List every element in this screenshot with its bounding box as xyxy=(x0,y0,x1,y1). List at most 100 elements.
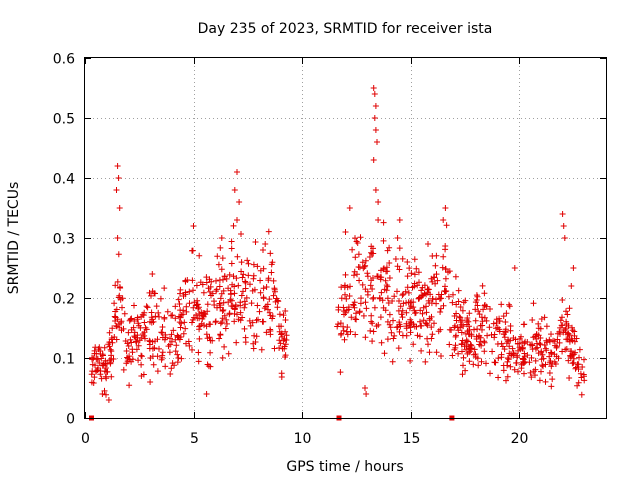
data-point xyxy=(519,345,525,352)
data-point xyxy=(416,279,422,286)
data-point xyxy=(452,273,459,280)
data-point xyxy=(274,304,281,311)
data-point xyxy=(453,310,460,317)
data-point xyxy=(567,352,573,359)
data-point xyxy=(544,339,551,346)
data-point xyxy=(344,324,351,331)
x-tick-label: 0 xyxy=(81,431,90,447)
data-point xyxy=(442,283,448,290)
data-point xyxy=(149,353,156,360)
data-point xyxy=(386,244,393,251)
y-tick-label: 0.2 xyxy=(53,292,75,308)
data-point xyxy=(429,278,436,285)
data-point xyxy=(112,282,119,289)
data-point xyxy=(548,383,555,390)
data-point xyxy=(209,337,216,344)
data-point xyxy=(385,300,392,306)
data-point xyxy=(375,217,382,223)
data-point xyxy=(269,315,276,322)
data-point xyxy=(396,266,403,273)
data-point xyxy=(563,318,570,325)
data-point xyxy=(413,265,420,272)
data-point xyxy=(418,293,425,300)
data-point xyxy=(189,277,196,284)
data-point xyxy=(105,397,112,403)
data-point xyxy=(410,341,417,348)
data-point xyxy=(223,316,230,323)
data-point xyxy=(108,373,115,380)
data-point xyxy=(362,299,369,306)
data-point xyxy=(234,169,240,175)
data-point xyxy=(370,275,376,281)
data-point xyxy=(428,335,435,342)
data-point xyxy=(276,323,282,330)
data-point xyxy=(207,363,214,370)
data-point xyxy=(459,307,466,314)
data-point xyxy=(495,355,502,362)
data-point xyxy=(536,377,543,384)
data-point xyxy=(384,295,391,302)
data-point xyxy=(509,345,516,352)
data-point xyxy=(458,329,465,336)
data-point xyxy=(217,332,224,338)
data-point xyxy=(109,339,116,346)
data-point xyxy=(538,368,544,375)
data-point xyxy=(460,323,467,330)
data-point xyxy=(459,371,466,378)
data-point xyxy=(395,345,402,352)
data-point xyxy=(577,370,584,377)
data-point xyxy=(487,306,493,312)
data-point xyxy=(351,268,358,275)
data-point xyxy=(181,319,188,326)
data-point xyxy=(89,361,96,368)
data-point xyxy=(238,268,245,275)
data-point xyxy=(408,299,415,306)
data-point xyxy=(101,387,108,394)
data-point xyxy=(214,253,221,260)
data-point xyxy=(514,354,520,361)
data-point xyxy=(382,307,389,314)
data-point xyxy=(265,277,272,284)
data-point xyxy=(115,175,122,181)
data-point xyxy=(362,385,368,391)
data-point xyxy=(264,301,271,308)
data-point xyxy=(464,350,471,357)
data-point xyxy=(340,327,347,334)
data-point xyxy=(213,277,219,284)
data-point xyxy=(487,370,493,377)
data-point xyxy=(370,295,376,302)
data-point xyxy=(556,339,563,346)
data-point xyxy=(245,272,252,279)
data-point xyxy=(460,362,466,369)
data-point xyxy=(374,139,380,145)
data-point xyxy=(539,362,546,369)
data-point xyxy=(364,291,371,298)
data-point xyxy=(128,326,135,333)
data-point xyxy=(369,286,376,292)
data-point xyxy=(167,371,174,377)
data-point xyxy=(258,346,265,353)
data-point xyxy=(506,343,513,350)
data-point xyxy=(415,269,422,276)
data-point xyxy=(252,339,259,345)
data-point xyxy=(554,336,561,343)
data-point xyxy=(114,163,121,169)
data-point xyxy=(276,328,283,335)
data-point xyxy=(421,282,428,289)
data-point xyxy=(404,284,411,291)
data-point xyxy=(426,317,433,324)
x-tick-label: 20 xyxy=(511,431,529,447)
data-point xyxy=(367,327,374,334)
data-point xyxy=(399,255,406,262)
data-point xyxy=(351,272,357,279)
data-point xyxy=(219,308,226,314)
y-axis-label: SRMTID / TECUs xyxy=(6,182,22,295)
data-point xyxy=(407,324,414,331)
data-point xyxy=(489,348,496,355)
data-point xyxy=(417,318,423,325)
data-point xyxy=(237,299,244,306)
y-tick-label: 0.3 xyxy=(53,232,75,248)
data-point xyxy=(380,265,387,272)
data-point xyxy=(239,314,246,321)
data-point xyxy=(171,362,178,369)
